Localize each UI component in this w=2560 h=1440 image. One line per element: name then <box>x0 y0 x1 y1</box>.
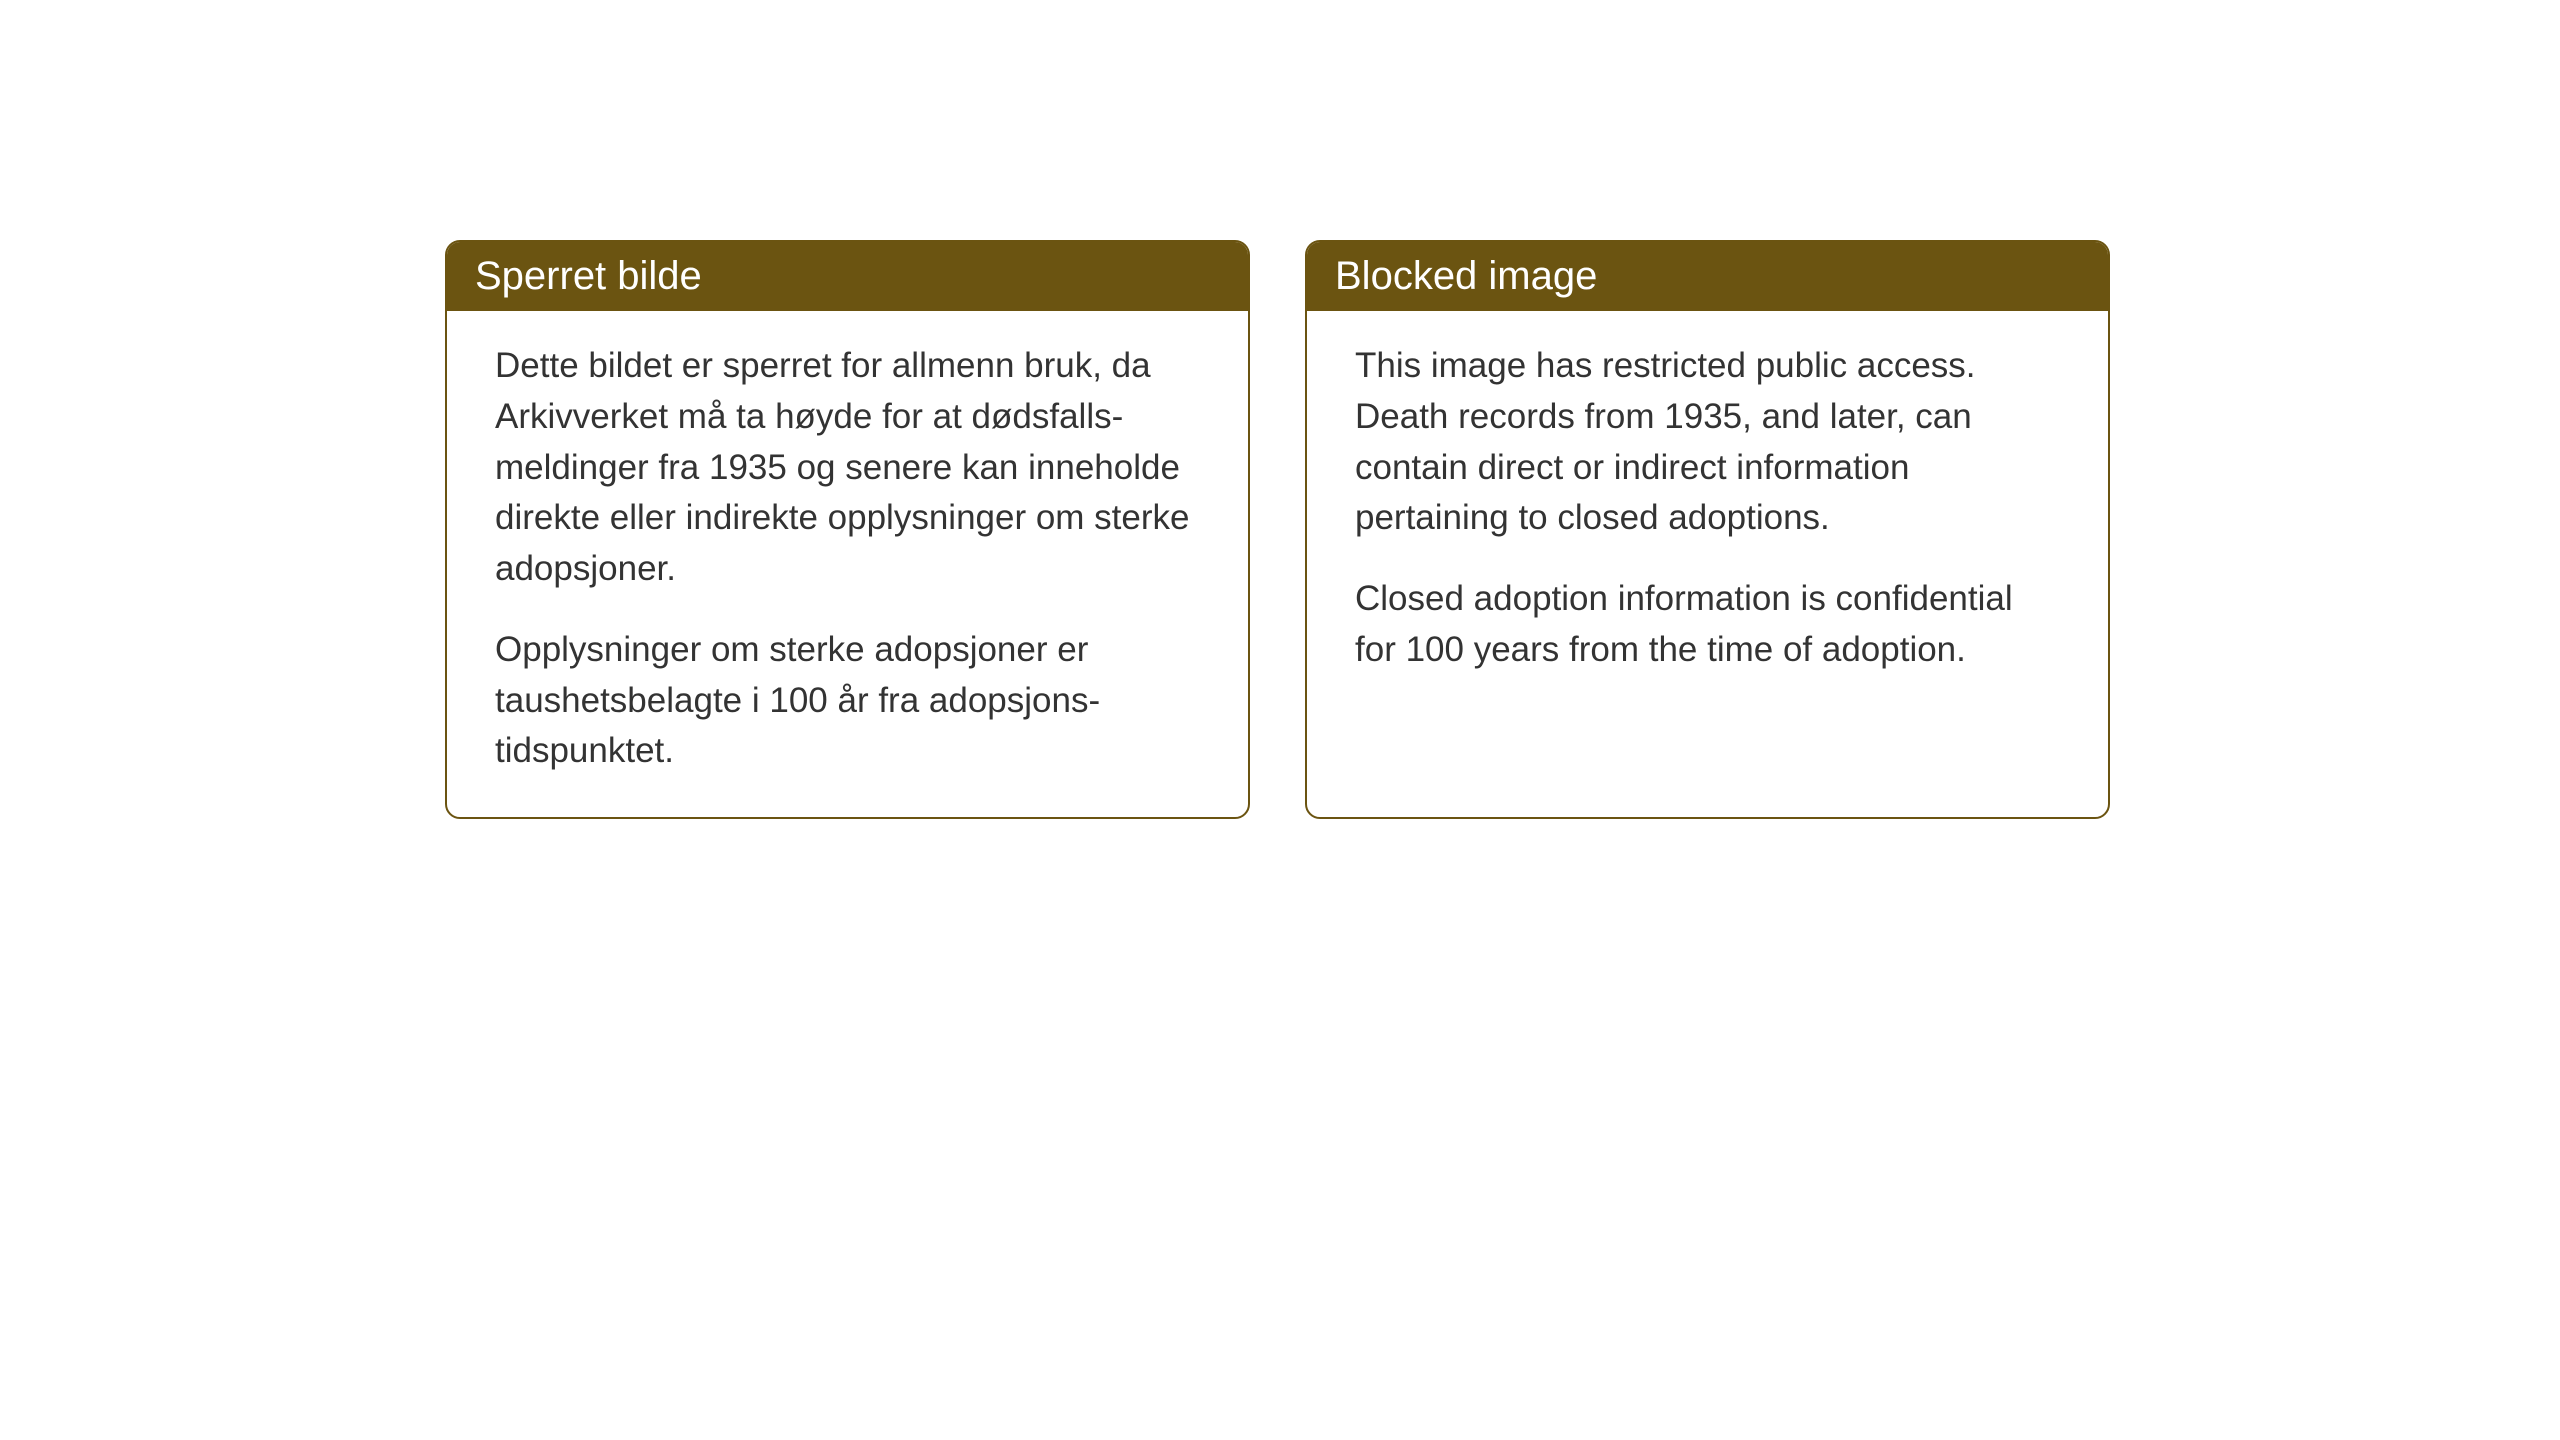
english-card: Blocked image This image has restricted … <box>1305 240 2110 819</box>
english-card-body: This image has restricted public access.… <box>1307 311 2108 716</box>
cards-container: Sperret bilde Dette bildet er sperret fo… <box>445 240 2110 819</box>
norwegian-paragraph-2: Opplysninger om sterke adopsjoner er tau… <box>495 625 1200 777</box>
norwegian-card-header: Sperret bilde <box>447 242 1248 311</box>
norwegian-card: Sperret bilde Dette bildet er sperret fo… <box>445 240 1250 819</box>
english-paragraph-2: Closed adoption information is confident… <box>1355 574 2060 676</box>
norwegian-card-title: Sperret bilde <box>475 254 702 298</box>
english-paragraph-1: This image has restricted public access.… <box>1355 341 2060 544</box>
norwegian-paragraph-1: Dette bildet er sperret for allmenn bruk… <box>495 341 1200 595</box>
english-card-header: Blocked image <box>1307 242 2108 311</box>
english-card-title: Blocked image <box>1335 254 1597 298</box>
norwegian-card-body: Dette bildet er sperret for allmenn bruk… <box>447 311 1248 817</box>
